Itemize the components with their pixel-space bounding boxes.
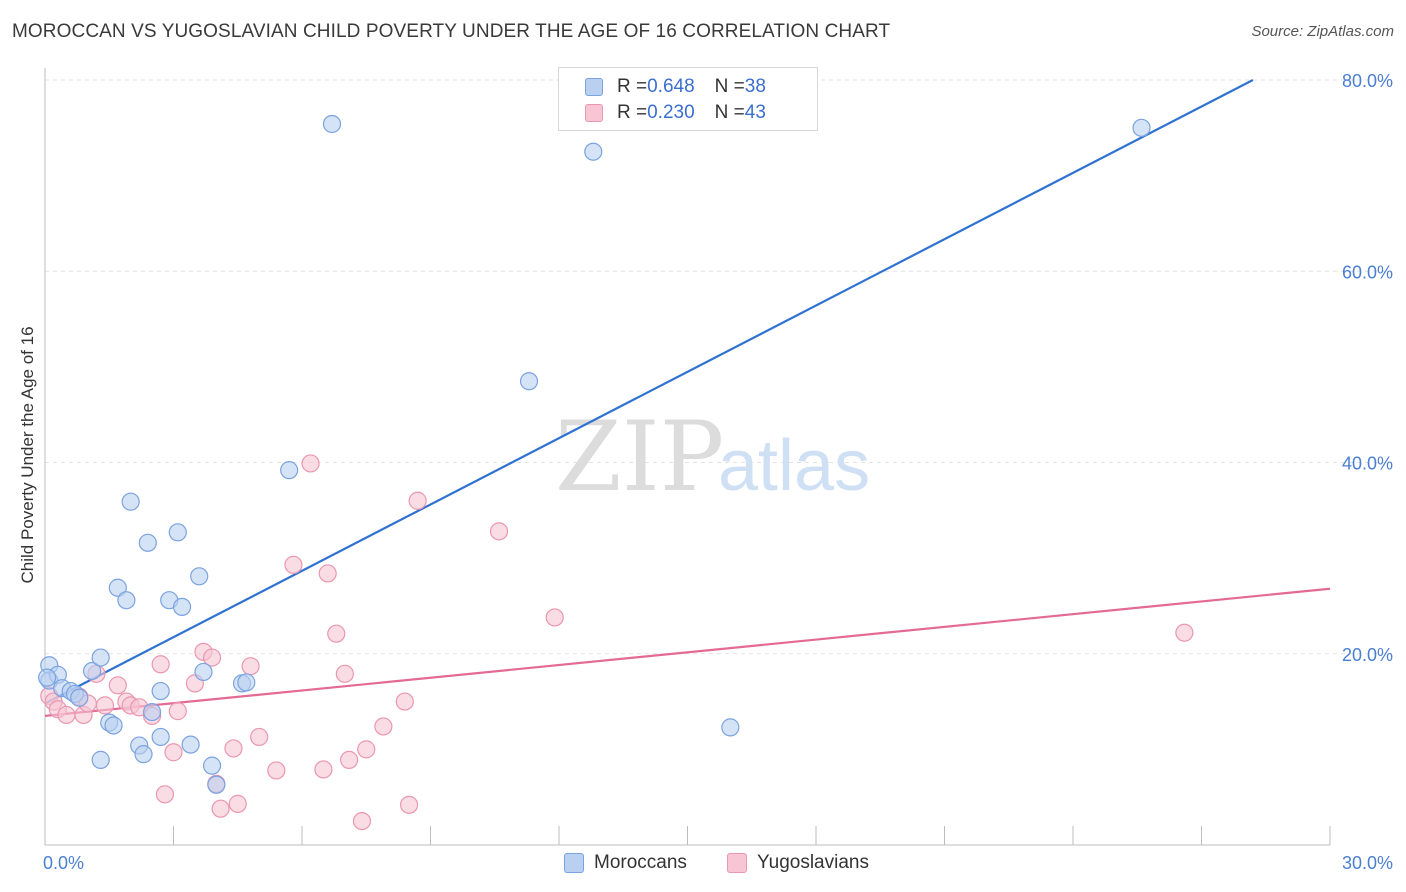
axes bbox=[44, 68, 1331, 846]
yugoslavians-point bbox=[168, 702, 187, 721]
moroccans-point bbox=[134, 745, 153, 764]
yugoslavians-point bbox=[211, 799, 230, 818]
moroccans-point bbox=[584, 142, 603, 161]
legend-n-label: N = bbox=[714, 102, 745, 123]
yugoslavians-point bbox=[284, 555, 303, 574]
moroccans-point bbox=[151, 681, 170, 701]
yugoslavians-point bbox=[250, 727, 269, 747]
yugoslavians-point bbox=[224, 739, 243, 758]
yugoslavians-point bbox=[151, 655, 170, 674]
moroccans-point bbox=[70, 688, 89, 707]
yugoslavians-point bbox=[267, 761, 286, 780]
moroccans-point bbox=[237, 673, 256, 692]
legend-item-yugoslavians[interactable]: Yugoslavians bbox=[727, 852, 869, 874]
yugoslavians-trend-line bbox=[44, 587, 1331, 718]
moroccans-point bbox=[519, 372, 539, 391]
moroccans-swatch bbox=[564, 853, 584, 873]
legend-label-moroccans: Moroccans bbox=[594, 852, 687, 873]
yugoslavians-point bbox=[399, 795, 419, 814]
moroccans-point bbox=[172, 597, 192, 616]
legend-r-value: 0.648 bbox=[647, 76, 695, 97]
moroccans-point bbox=[202, 756, 222, 775]
yugoslavians-point bbox=[318, 564, 337, 583]
yugoslavians-point bbox=[340, 750, 359, 769]
yugoslavians-swatch bbox=[727, 853, 747, 873]
moroccans-point bbox=[121, 492, 140, 511]
yugoslavians-point bbox=[301, 454, 320, 473]
moroccans-trend-line bbox=[44, 79, 1254, 705]
yugoslavians-point bbox=[57, 705, 76, 725]
x-tick-label: 0.0% bbox=[43, 853, 84, 873]
moroccans-point bbox=[280, 461, 299, 480]
moroccans-point bbox=[117, 591, 136, 610]
legend-item-moroccans[interactable]: Moroccans bbox=[564, 852, 687, 874]
moroccans-point bbox=[1132, 118, 1151, 137]
yugoslavians-point bbox=[408, 491, 427, 510]
chart-title: MOROCCAN VS YUGOSLAVIAN CHILD POVERTY UN… bbox=[12, 21, 891, 42]
yugoslavians-point bbox=[95, 696, 115, 715]
moroccans-point bbox=[91, 648, 110, 667]
yugoslavians-point bbox=[395, 692, 414, 711]
moroccans-point bbox=[108, 578, 127, 597]
watermark-atlas: atlas bbox=[718, 426, 870, 506]
legend-n-label: N = bbox=[714, 76, 745, 97]
moroccans-point bbox=[151, 727, 170, 747]
moroccans-point bbox=[83, 661, 102, 681]
legend-r-label: R = bbox=[617, 76, 648, 97]
correlation-legend: R = 0.648 N = 38 R = 0.230 N = 43 bbox=[558, 67, 818, 131]
yugoslavians-point bbox=[202, 648, 222, 667]
yugoslavians-point bbox=[374, 717, 393, 736]
yugoslavians-point bbox=[1175, 623, 1194, 642]
yugoslavians-point bbox=[228, 794, 247, 813]
y-axis-label: Child Poverty Under the Age of 16 bbox=[18, 326, 37, 583]
yugoslavians-swatch bbox=[585, 104, 603, 122]
watermark-zip: ZIP bbox=[555, 401, 724, 513]
yugoslavians-point bbox=[357, 740, 376, 759]
moroccans-point bbox=[91, 750, 110, 769]
yugoslavians-point bbox=[545, 608, 564, 627]
yugoslavians-point bbox=[314, 760, 333, 779]
yugoslavians-point bbox=[335, 664, 354, 683]
trend-lines bbox=[44, 79, 1331, 718]
y-tick-label: 60.0% bbox=[1342, 262, 1393, 282]
tick-labels: 20.0% 40.0% 60.0% 80.0% 0.0% 30.0% bbox=[43, 71, 1393, 873]
moroccans-swatch bbox=[585, 78, 603, 96]
yugoslavians-point bbox=[352, 811, 372, 831]
moroccans-point bbox=[181, 735, 200, 754]
moroccans-point bbox=[207, 775, 226, 794]
legend-r-value: 0.230 bbox=[647, 102, 695, 123]
moroccans-point bbox=[138, 533, 157, 552]
moroccans-point bbox=[322, 114, 342, 134]
moroccans-point bbox=[142, 702, 162, 722]
y-tick-label: 40.0% bbox=[1342, 454, 1393, 474]
legend-row-yugoslavians: R = 0.230 N = 43 bbox=[585, 101, 766, 125]
moroccans-point bbox=[38, 668, 57, 687]
chart-source: Source: ZipAtlas.com bbox=[1251, 23, 1394, 40]
yugoslavians-point bbox=[489, 522, 509, 541]
legend-label-yugoslavians: Yugoslavians bbox=[757, 852, 869, 873]
moroccans-point bbox=[190, 567, 209, 586]
moroccans-point bbox=[168, 523, 187, 542]
yugoslavians-point bbox=[155, 785, 175, 804]
yugoslavians-point bbox=[164, 743, 183, 762]
yugoslavians-point bbox=[241, 657, 260, 676]
moroccans-point bbox=[194, 662, 213, 682]
legend-n-value: 38 bbox=[744, 76, 766, 97]
y-tick-label: 80.0% bbox=[1342, 71, 1393, 91]
legend-row-moroccans: R = 0.648 N = 38 bbox=[585, 75, 766, 99]
legend-n-value: 43 bbox=[744, 102, 766, 123]
grid-lines bbox=[45, 79, 1392, 655]
data-points bbox=[38, 114, 1194, 831]
x-tick-label: 30.0% bbox=[1342, 853, 1393, 873]
yugoslavians-point bbox=[327, 624, 346, 643]
moroccans-point bbox=[721, 718, 740, 737]
y-tick-label: 20.0% bbox=[1342, 645, 1393, 665]
moroccans-point bbox=[104, 716, 123, 735]
yugoslavians-point bbox=[108, 676, 127, 695]
series-legend: Moroccans Yugoslavians bbox=[0, 852, 1406, 876]
legend-r-label: R = bbox=[617, 102, 648, 123]
